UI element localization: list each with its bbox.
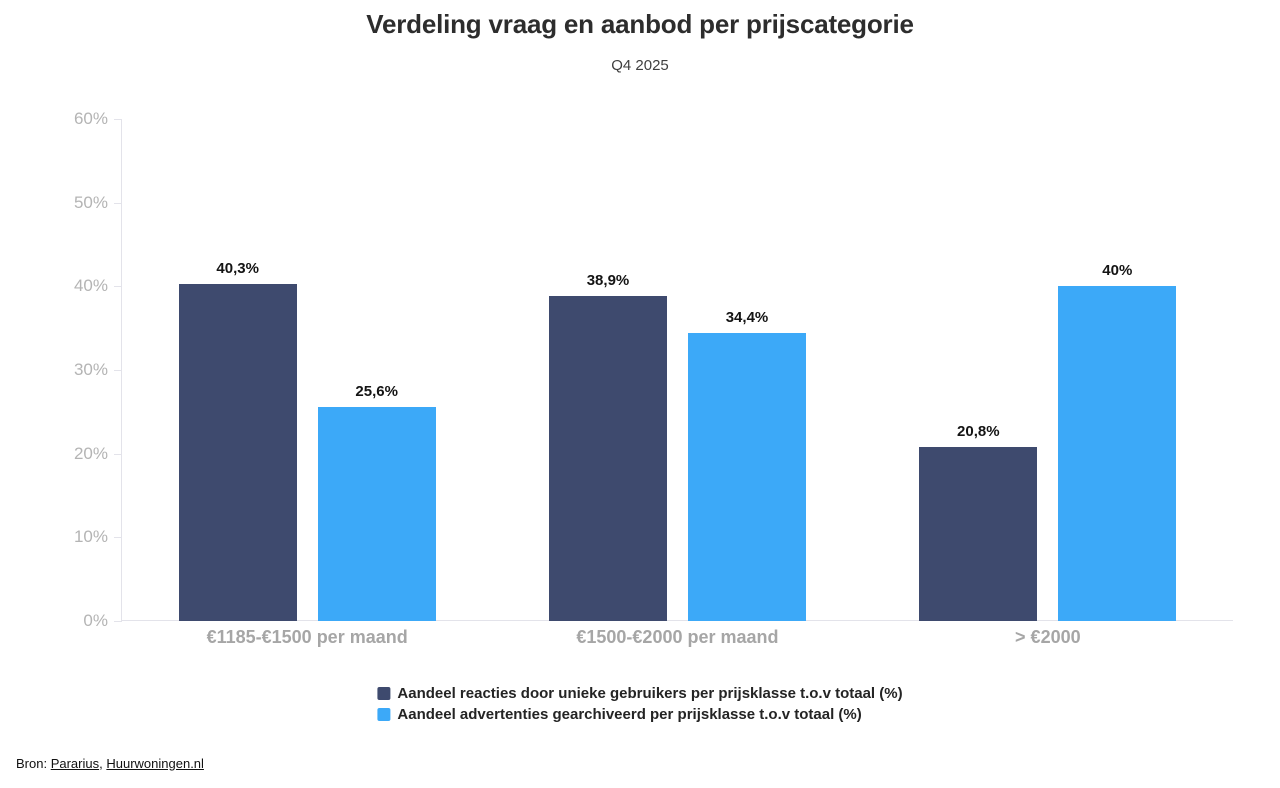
y-axis-label: 60%	[73, 109, 108, 128]
y-axis-label: 20%	[73, 444, 108, 463]
bar-navy[interactable]	[549, 295, 667, 621]
legend-marker-swatch	[377, 708, 391, 721]
bar-value-label: 25,6%	[355, 382, 398, 400]
legend-marker-swatch	[377, 687, 391, 700]
legend-label: Aandeel reacties door unieke gebruikers …	[397, 685, 903, 702]
bar-value-label: 40,3%	[216, 259, 259, 277]
y-axis-tick	[114, 370, 122, 371]
bar-value-label: 34,4%	[725, 309, 769, 327]
bar-blue[interactable]	[1058, 286, 1177, 621]
y-axis-label: 50%	[73, 193, 108, 212]
bar-navy[interactable]	[178, 283, 297, 621]
y-axis-label: 10%	[73, 527, 108, 546]
y-axis-tick	[114, 454, 122, 455]
x-axis-line	[122, 620, 1233, 621]
legend-item[interactable]: Aandeel advertenties gearchiveerd per pr…	[377, 704, 902, 725]
bar-navy[interactable]	[919, 447, 1038, 621]
legend-label: Aandeel advertenties gearchiveerd per pr…	[397, 706, 862, 723]
y-axis-tick	[114, 119, 122, 120]
chart-subtitle: Q4 2025	[611, 57, 669, 74]
x-axis-category-label: €1185-€1500 per maand	[206, 627, 408, 647]
chart-title: Verdeling vraag en aanbod per prijscateg…	[366, 9, 914, 39]
x-axis-category-label: > €2000	[1015, 627, 1081, 647]
y-axis-label: 30%	[73, 360, 108, 379]
y-axis-label: 0%	[83, 611, 108, 630]
source-link[interactable]: Pararius	[50, 756, 100, 771]
legend-item[interactable]: Aandeel reacties door unieke gebruikers …	[377, 683, 903, 704]
source-links: Pararius, Huurwoningen.nl	[50, 756, 204, 771]
bar-blue[interactable]	[688, 333, 806, 621]
y-axis-tick	[114, 203, 122, 204]
y-axis-tick	[114, 621, 122, 622]
source-link[interactable]: Huurwoningen.nl	[106, 756, 204, 771]
y-axis-tick	[114, 286, 122, 287]
y-axis-tick	[114, 537, 122, 538]
bar-blue[interactable]	[317, 406, 436, 621]
bar-value-label: 20,8%	[957, 423, 1000, 440]
legend: Aandeel reacties door unieke gebruikers …	[377, 683, 903, 725]
source-line: Bron: Pararius, Huurwoningen.nl	[16, 756, 204, 771]
x-axis-category-label: €1500-€2000 per maand	[576, 627, 779, 647]
bar-value-label: 38,9%	[586, 271, 630, 289]
y-axis-label: 40%	[73, 276, 108, 295]
source-prefix: Bron:	[16, 756, 48, 771]
bar-value-label: 40%	[1102, 262, 1133, 280]
